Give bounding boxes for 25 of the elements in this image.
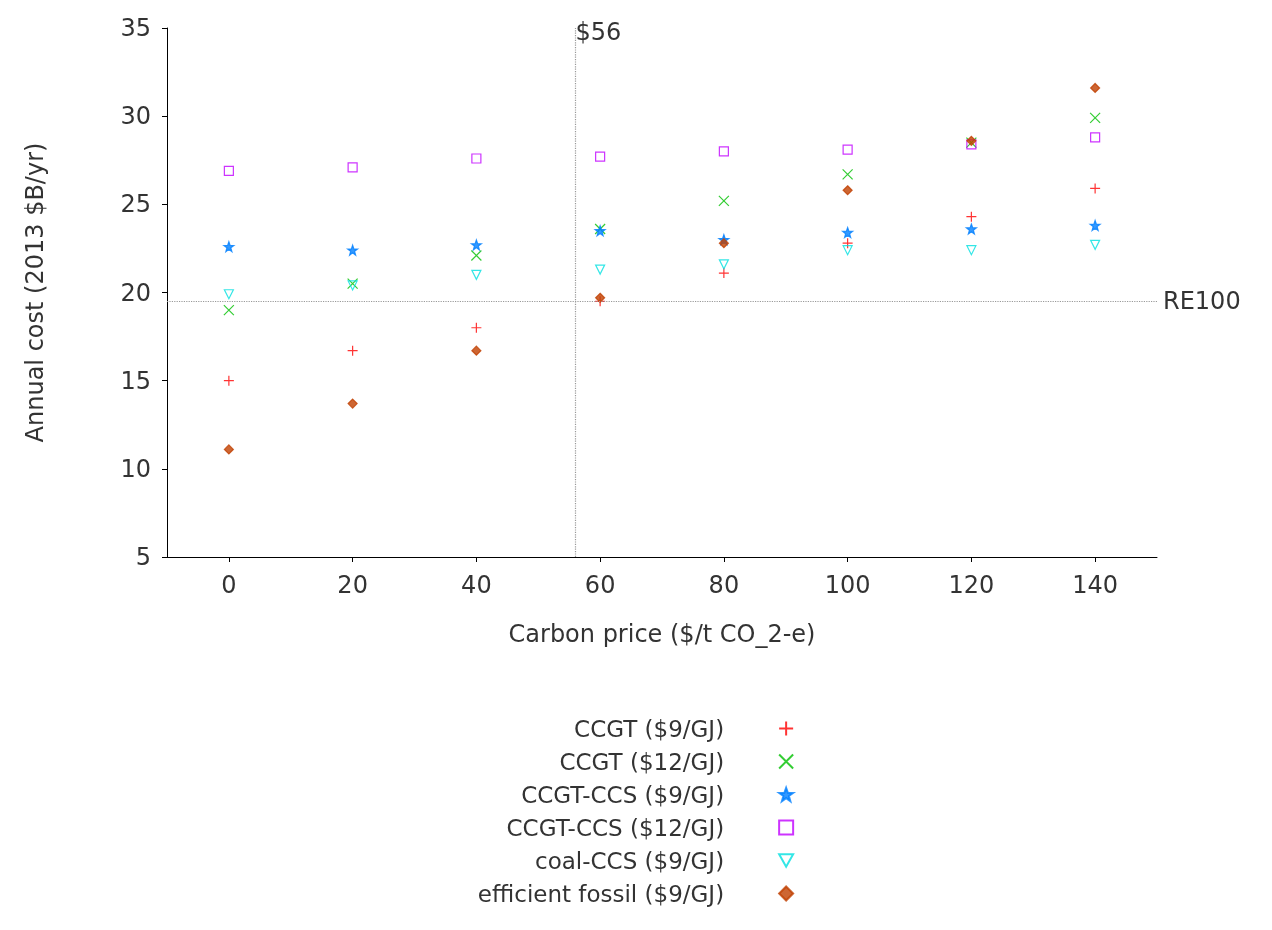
x-tick-label: 80 bbox=[708, 571, 740, 599]
x-tick-label: 0 bbox=[221, 571, 237, 599]
legend-label: CCGT ($12/GJ) bbox=[559, 748, 725, 775]
y-axis-title: Annual cost (2013 $B/yr) bbox=[21, 142, 49, 443]
x-tick-label: 100 bbox=[824, 571, 871, 599]
x-tick-label: 20 bbox=[337, 571, 368, 599]
legend-label: CCGT-CCS ($9/GJ) bbox=[521, 781, 725, 808]
y-tick-label: 5 bbox=[135, 543, 151, 571]
x-tick-label: 60 bbox=[584, 571, 616, 599]
y-tick-label: 30 bbox=[120, 102, 151, 131]
y-tick-label: 10 bbox=[120, 454, 151, 483]
y-tick-label: 20 bbox=[120, 278, 151, 307]
legend-label: CCGT-CCS ($12/GJ) bbox=[506, 814, 725, 841]
x-tick-label: 120 bbox=[948, 571, 995, 599]
legend-label: coal-CCS ($9/GJ) bbox=[535, 847, 725, 874]
x-tick-label: 40 bbox=[461, 571, 492, 599]
y-tick-label: 25 bbox=[120, 190, 151, 219]
y-tick-label: 35 bbox=[120, 14, 151, 42]
ref-line-label: $56 bbox=[575, 18, 622, 46]
ref-line-label: RE100 bbox=[1163, 287, 1241, 316]
legend-label: CCGT ($9/GJ) bbox=[574, 715, 725, 742]
x-axis-title: Carbon price ($/t CO_2-e) bbox=[508, 620, 816, 648]
legend-label: efficient fossil ($9/GJ) bbox=[477, 880, 725, 907]
y-tick-label: 15 bbox=[120, 366, 151, 395]
x-tick-label: 140 bbox=[1072, 571, 1119, 599]
